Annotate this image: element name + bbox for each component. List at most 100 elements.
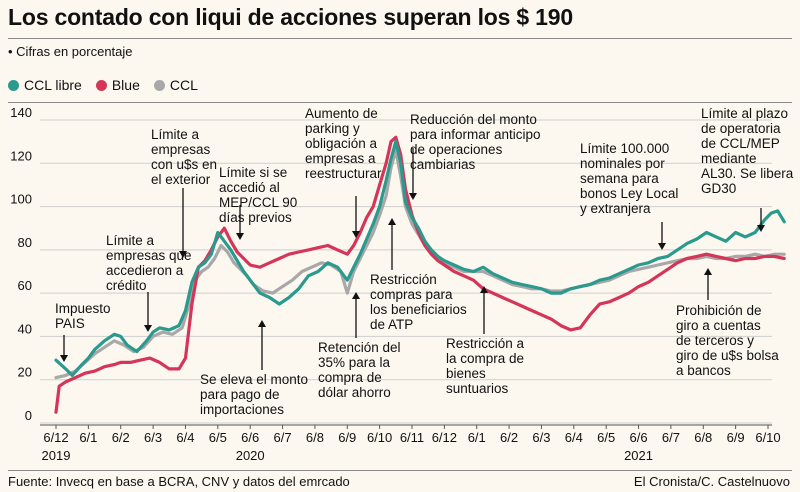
x-tick-label: 6/1 bbox=[79, 430, 97, 445]
x-tick-label: 6/4 bbox=[176, 430, 194, 445]
annotation-line: el exterior bbox=[151, 172, 211, 187]
annotation-arrowhead bbox=[258, 320, 266, 327]
series-line-ccl-libre bbox=[54, 140, 786, 377]
legend-swatch-ccl-libre bbox=[8, 79, 19, 91]
annotation-arrowhead bbox=[409, 193, 417, 200]
annotation-arrowhead bbox=[144, 325, 152, 332]
x-tick-label: 6/2 bbox=[112, 430, 130, 445]
annotation-line: GD30 bbox=[701, 181, 736, 196]
series-line-ccl bbox=[54, 148, 786, 380]
title-divider bbox=[8, 38, 792, 39]
annotation-arrowhead bbox=[179, 251, 187, 258]
annotation-label: Límite si se accedió al MEP/CCL 90 días pre… bbox=[219, 165, 297, 225]
annotation-line: Se eleva el monto bbox=[200, 372, 308, 387]
x-tick-label: 6/5 bbox=[209, 430, 227, 445]
annotation-label: Reducción del monto para informar anticip… bbox=[410, 112, 541, 172]
x-tick-label: 6/9 bbox=[338, 430, 356, 445]
annotation-line: Límite al plazo bbox=[701, 106, 788, 121]
annotation-arrowhead bbox=[60, 355, 68, 362]
y-tick-label-80: 80 bbox=[18, 235, 32, 250]
annotation-line: Límite si se bbox=[219, 165, 287, 180]
annotation-line: suntuarios bbox=[446, 381, 509, 396]
annotation-line: dólar ahorro bbox=[318, 385, 391, 400]
annotation-arrowhead bbox=[388, 218, 396, 225]
y-tick-label-0: 0 bbox=[25, 408, 32, 423]
x-tick-label: 6/2 bbox=[500, 430, 518, 445]
annotation-line: empresas a bbox=[305, 151, 376, 166]
x-year-label-2020: 2020 bbox=[236, 448, 265, 463]
annotation-arrowhead bbox=[352, 231, 360, 238]
footer-divider bbox=[8, 470, 792, 471]
annotation-label: Prohibición de giro a cuentas de terceros … bbox=[676, 303, 779, 378]
x-tick-label: 6/5 bbox=[597, 430, 615, 445]
annotation-line: bonos Ley Local bbox=[580, 186, 678, 201]
annotation-line: Restricción a bbox=[446, 336, 525, 351]
legend-item-blue: Blue bbox=[95, 77, 140, 93]
annotation-line: de CCL/MEP bbox=[701, 136, 780, 151]
annotation-line: 35% para la bbox=[318, 355, 391, 370]
annotation-line: PAIS bbox=[55, 316, 85, 331]
x-tick-label: 6/3 bbox=[532, 430, 550, 445]
x-tick-label: 6/12 bbox=[432, 430, 457, 445]
annotation-arrowhead bbox=[236, 233, 244, 240]
annotation-arrowhead bbox=[704, 268, 712, 275]
annotation-line: accedió al bbox=[219, 180, 280, 195]
annotation-line: la compra de bbox=[446, 351, 524, 366]
credit-note: El Cronista/C. Castelnuovo bbox=[633, 474, 790, 489]
annotation-label: Límite a empresas con u$s en el exterior bbox=[151, 127, 217, 187]
x-tick-label: 6/10 bbox=[755, 430, 780, 445]
annotation-line: y extranjera bbox=[580, 201, 651, 216]
legend-swatch-ccl bbox=[153, 79, 165, 91]
legend-item-ccl: CCL bbox=[153, 77, 198, 93]
annotation-label: Impuesto PAIS bbox=[55, 301, 111, 331]
y-tick-label-100: 100 bbox=[10, 192, 32, 207]
annotation-label: Se eleva el monto para pago de importacion… bbox=[200, 372, 308, 417]
x-tick-label: 6/6 bbox=[630, 430, 648, 445]
annotation-label: Límite a empresas que accedieron a crédito bbox=[106, 233, 192, 293]
chart-title: Los contado con liqui de acciones supera… bbox=[8, 4, 573, 30]
legend-label-ccl-libre: CCL libre bbox=[24, 77, 82, 93]
x-tick-label: 6/8 bbox=[306, 430, 324, 445]
x-tick-label: 6/9 bbox=[727, 430, 745, 445]
series-line-blue bbox=[54, 135, 786, 414]
y-tick-label-120: 120 bbox=[10, 148, 32, 163]
annotation-line: compras para bbox=[370, 287, 453, 302]
annotation-line: parking y bbox=[305, 121, 360, 136]
y-tick-label-40: 40 bbox=[18, 321, 32, 336]
legend-swatch-blue bbox=[95, 79, 107, 91]
x-tick-label: 6/3 bbox=[144, 430, 162, 445]
annotation-line: crédito bbox=[106, 278, 147, 293]
annotation-line: los beneficiarios bbox=[370, 302, 467, 317]
annotation-arrowhead bbox=[757, 225, 765, 232]
annotation-label: Aumento de parking y obligación a empresas … bbox=[305, 106, 382, 181]
annotation-line: Prohibición de bbox=[676, 303, 762, 318]
x-tick-label: 6/6 bbox=[241, 430, 259, 445]
annotation-line: reestructurar bbox=[305, 166, 382, 181]
annotation-line: días previos bbox=[219, 210, 292, 225]
annotation-label: Retención del 35% para la compra de dólar a… bbox=[318, 340, 401, 400]
annotation-label: Restricción a la compra de bienes suntuario… bbox=[446, 336, 525, 396]
x-tick-label: 6/7 bbox=[662, 430, 680, 445]
annotation-line: importaciones bbox=[200, 402, 284, 417]
annotation-line: de operaciones bbox=[410, 142, 503, 157]
annotation-line: de terceros y bbox=[676, 333, 754, 348]
annotation-line: accedieron a bbox=[106, 263, 184, 278]
annotation-arrowhead bbox=[480, 286, 488, 293]
annotation-line: para pago de bbox=[200, 387, 280, 402]
annotation-line: empresas que bbox=[106, 248, 192, 263]
annotation-line: empresas bbox=[151, 142, 211, 157]
annotation-line: cambiarias bbox=[410, 157, 476, 172]
annotation-line: Restricción bbox=[370, 272, 437, 287]
annotation-line: Reducción del monto bbox=[410, 112, 537, 127]
annotation-line: de operatoria bbox=[701, 121, 781, 136]
annotation-label: Límite al plazo de operatoria de CCL/MEP me… bbox=[701, 106, 794, 196]
x-tick-label: 6/12 bbox=[43, 430, 68, 445]
chart-legend: CCL libre Blue CCL bbox=[8, 77, 198, 93]
legend-item-ccl-libre: CCL libre bbox=[8, 77, 82, 93]
annotation-arrowhead bbox=[658, 243, 666, 250]
legend-divider bbox=[8, 102, 792, 103]
annotation-label: Límite 100.000 nominales por semana para bo… bbox=[580, 141, 678, 216]
annotation-line: bienes bbox=[446, 366, 486, 381]
y-tick-label-60: 60 bbox=[18, 278, 32, 293]
